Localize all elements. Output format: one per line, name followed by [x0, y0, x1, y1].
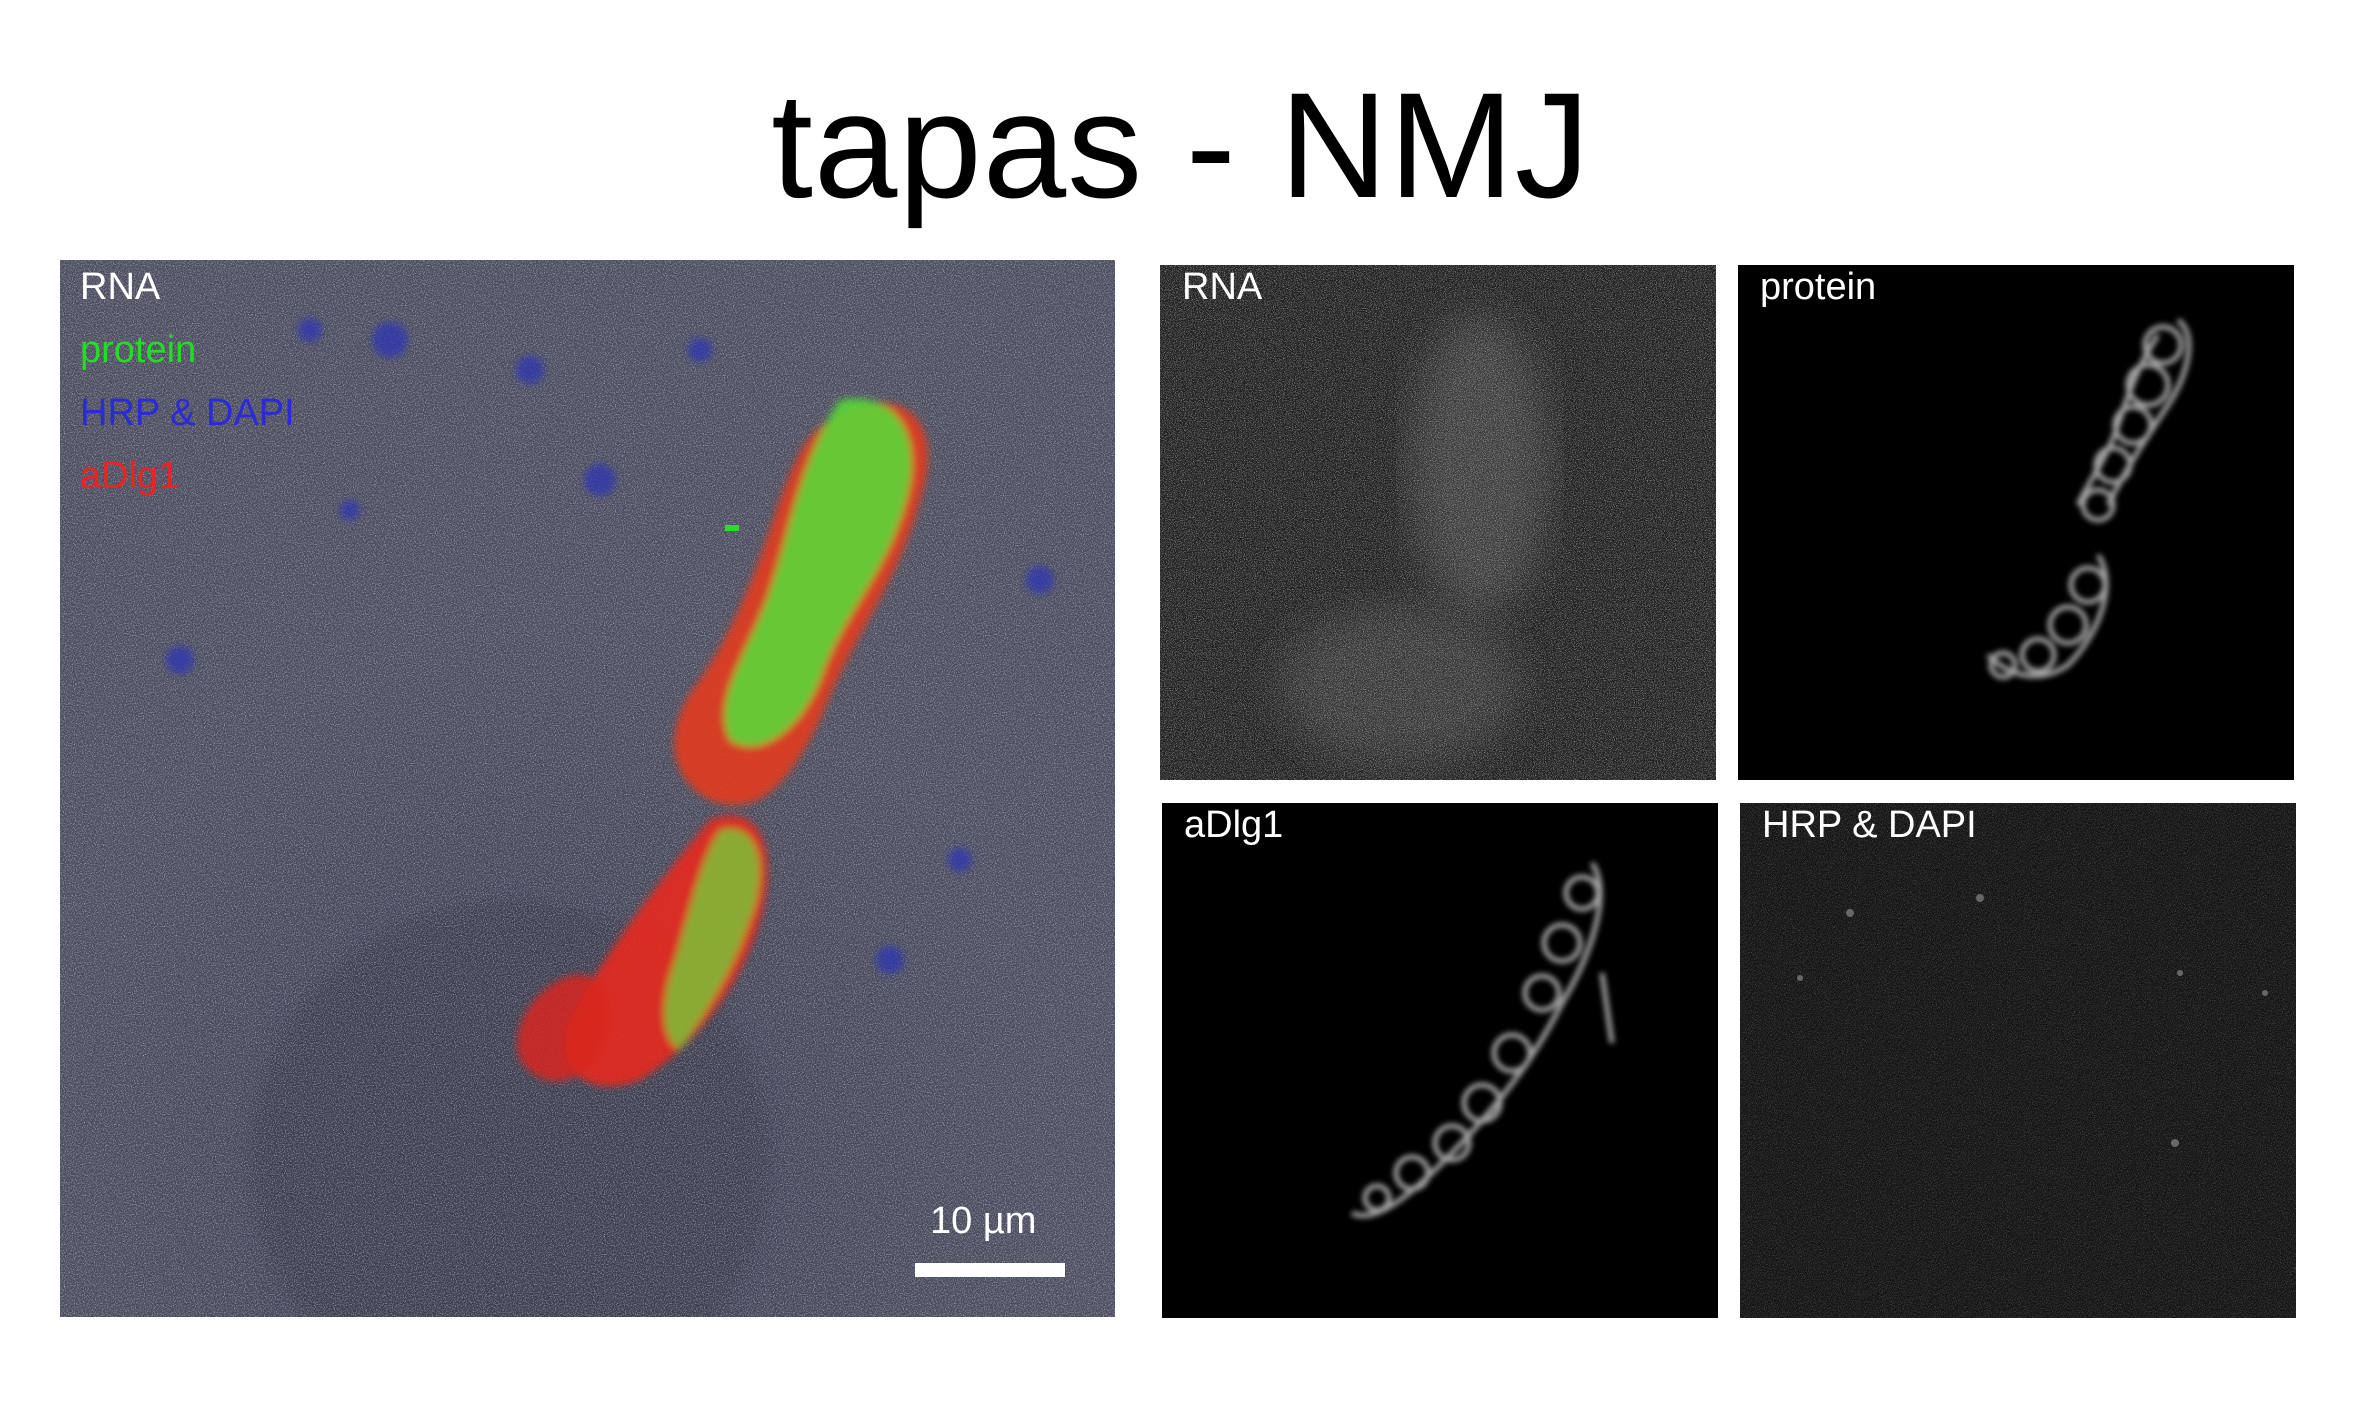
hrp-dapi-channel-panel: HRP & DAPI [1740, 803, 2296, 1318]
hrp-dapi-channel-image [1740, 803, 2296, 1318]
adlg1-channel-panel: aDlg1 [1162, 803, 1718, 1318]
scale-bar [915, 1263, 1065, 1277]
protein-channel-panel: protein [1738, 265, 2294, 780]
protein-channel-label: protein [1760, 266, 1877, 308]
merge-image [60, 260, 1115, 1317]
merge-image-panel: RNA protein HRP & DAPI aDlg1 10 µm [60, 260, 1115, 1317]
scale-bar-label: 10 µm [930, 1200, 1037, 1242]
legend-protein: protein [80, 329, 197, 371]
rna-channel-panel: RNA [1160, 265, 1716, 780]
legend-hrp-dapi: HRP & DAPI [80, 392, 295, 434]
figure-title: tapas - NMJ [771, 61, 1591, 229]
adlg1-channel-label: aDlg1 [1184, 804, 1284, 846]
rna-channel-image [1160, 265, 1716, 780]
rna-channel-label: RNA [1182, 266, 1263, 308]
adlg1-channel-image [1162, 803, 1718, 1318]
protein-channel-image [1738, 265, 2294, 780]
hrp-dapi-channel-label: HRP & DAPI [1762, 804, 1977, 846]
legend-rna: RNA [80, 266, 161, 308]
legend-adlg1: aDlg1 [80, 455, 180, 497]
